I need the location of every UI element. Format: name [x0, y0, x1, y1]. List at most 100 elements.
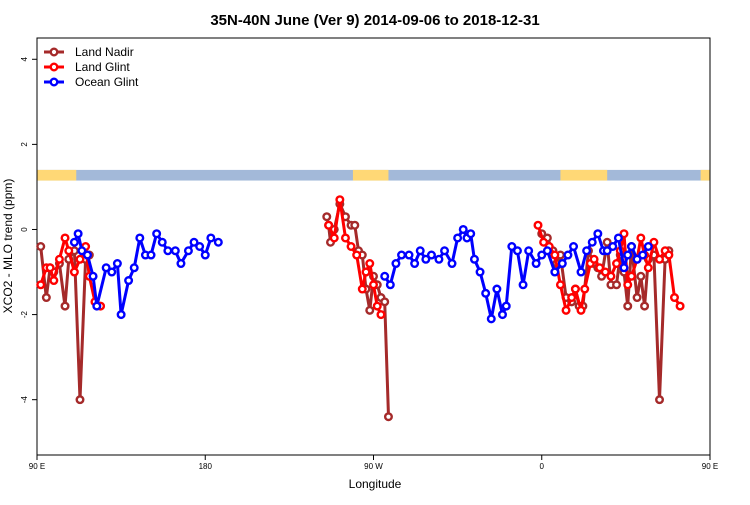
- data-point: [626, 271, 636, 281]
- y-axis-label: XCO2 - MLO trend (ppm): [1, 179, 15, 314]
- data-point: [82, 250, 92, 260]
- x-tick-label: 90 W: [364, 462, 383, 471]
- y-tick-label: 0: [20, 227, 29, 232]
- land-band-segment: [352, 169, 389, 181]
- data-point: [613, 233, 623, 243]
- x-axis-label: Longitude: [349, 477, 402, 491]
- data-point: [385, 280, 395, 290]
- data-point: [195, 241, 205, 251]
- data-point: [365, 259, 375, 269]
- y-tick-label: -4: [20, 396, 29, 404]
- data-point: [557, 259, 567, 269]
- legend-marker: [49, 77, 59, 87]
- data-point: [593, 229, 603, 239]
- data-point: [369, 280, 379, 290]
- data-point: [643, 263, 653, 273]
- data-point: [649, 237, 659, 247]
- data-point: [626, 241, 636, 251]
- data-point: [582, 246, 592, 256]
- y-tick-label: -2: [20, 310, 29, 318]
- data-point: [329, 233, 339, 243]
- data-point: [619, 263, 629, 273]
- data-point: [69, 237, 79, 247]
- data-point: [636, 233, 646, 243]
- data-point: [524, 246, 534, 256]
- data-point: [655, 395, 665, 405]
- data-point: [380, 271, 390, 281]
- data-point: [112, 259, 122, 269]
- axes: -4 -2 0 2 4 90 E 180 90 W 0 90 E: [20, 57, 718, 471]
- legend-label: Ocean Glint: [75, 75, 139, 89]
- data-point: [542, 246, 552, 256]
- data-point: [36, 280, 46, 290]
- data-point: [602, 246, 612, 256]
- x-tick-label: 90 E: [702, 462, 718, 471]
- data-point: [619, 229, 629, 239]
- data-point: [576, 305, 586, 315]
- data-point: [664, 250, 674, 260]
- data-point: [589, 254, 599, 264]
- data-point: [92, 301, 102, 311]
- data-point: [157, 237, 167, 247]
- data-point: [638, 250, 648, 260]
- data-point: [383, 412, 393, 422]
- data-point: [54, 254, 64, 264]
- data-point: [189, 237, 199, 247]
- data-point: [41, 293, 51, 303]
- data-point: [350, 220, 360, 230]
- data-point: [466, 229, 476, 239]
- data-point: [397, 250, 407, 260]
- data-point: [447, 259, 457, 269]
- data-point: [206, 233, 216, 243]
- data-point: [88, 271, 98, 281]
- data-point: [507, 241, 517, 251]
- data-point: [580, 284, 590, 294]
- data-point: [608, 241, 618, 251]
- x-tick-label: 0: [540, 462, 545, 471]
- data-point: [415, 246, 425, 256]
- data-point: [612, 259, 622, 269]
- data-point: [576, 267, 586, 277]
- legend-label: Land Glint: [75, 60, 130, 74]
- data-point: [75, 254, 85, 264]
- data-point: [73, 229, 83, 239]
- data-point: [600, 267, 610, 277]
- legend-marker: [49, 62, 59, 72]
- data-point: [64, 246, 74, 256]
- data-point: [570, 284, 580, 294]
- land-band-segment: [700, 169, 710, 181]
- data-point: [655, 254, 665, 264]
- data-point: [458, 224, 468, 234]
- data-point: [675, 301, 685, 311]
- data-point: [537, 250, 547, 260]
- data-point: [36, 241, 46, 251]
- data-point: [335, 195, 345, 205]
- data-point: [623, 280, 633, 290]
- data-point: [176, 259, 186, 269]
- data-point: [421, 254, 431, 264]
- land-band-segment: [560, 169, 608, 181]
- data-point: [595, 263, 605, 273]
- data-point: [512, 246, 522, 256]
- y-tick-label: 2: [20, 142, 29, 147]
- data-point: [152, 229, 162, 239]
- data-point: [49, 276, 59, 286]
- data-point: [632, 293, 642, 303]
- data-point: [606, 271, 616, 281]
- data-point: [146, 250, 156, 260]
- data-point: [669, 293, 679, 303]
- data-point: [555, 280, 565, 290]
- data-point: [352, 250, 362, 260]
- data-point: [45, 263, 55, 273]
- data-point: [501, 301, 511, 311]
- data-point: [163, 246, 173, 256]
- series-land-glint: [36, 195, 685, 320]
- data-point: [357, 284, 367, 294]
- data-point: [410, 259, 420, 269]
- chart-title: 35N-40N June (Ver 9) 2014-09-06 to 2018-…: [210, 12, 539, 29]
- data-point: [426, 250, 436, 260]
- data-point: [518, 280, 528, 290]
- data-point: [563, 250, 573, 260]
- data-point: [486, 314, 496, 324]
